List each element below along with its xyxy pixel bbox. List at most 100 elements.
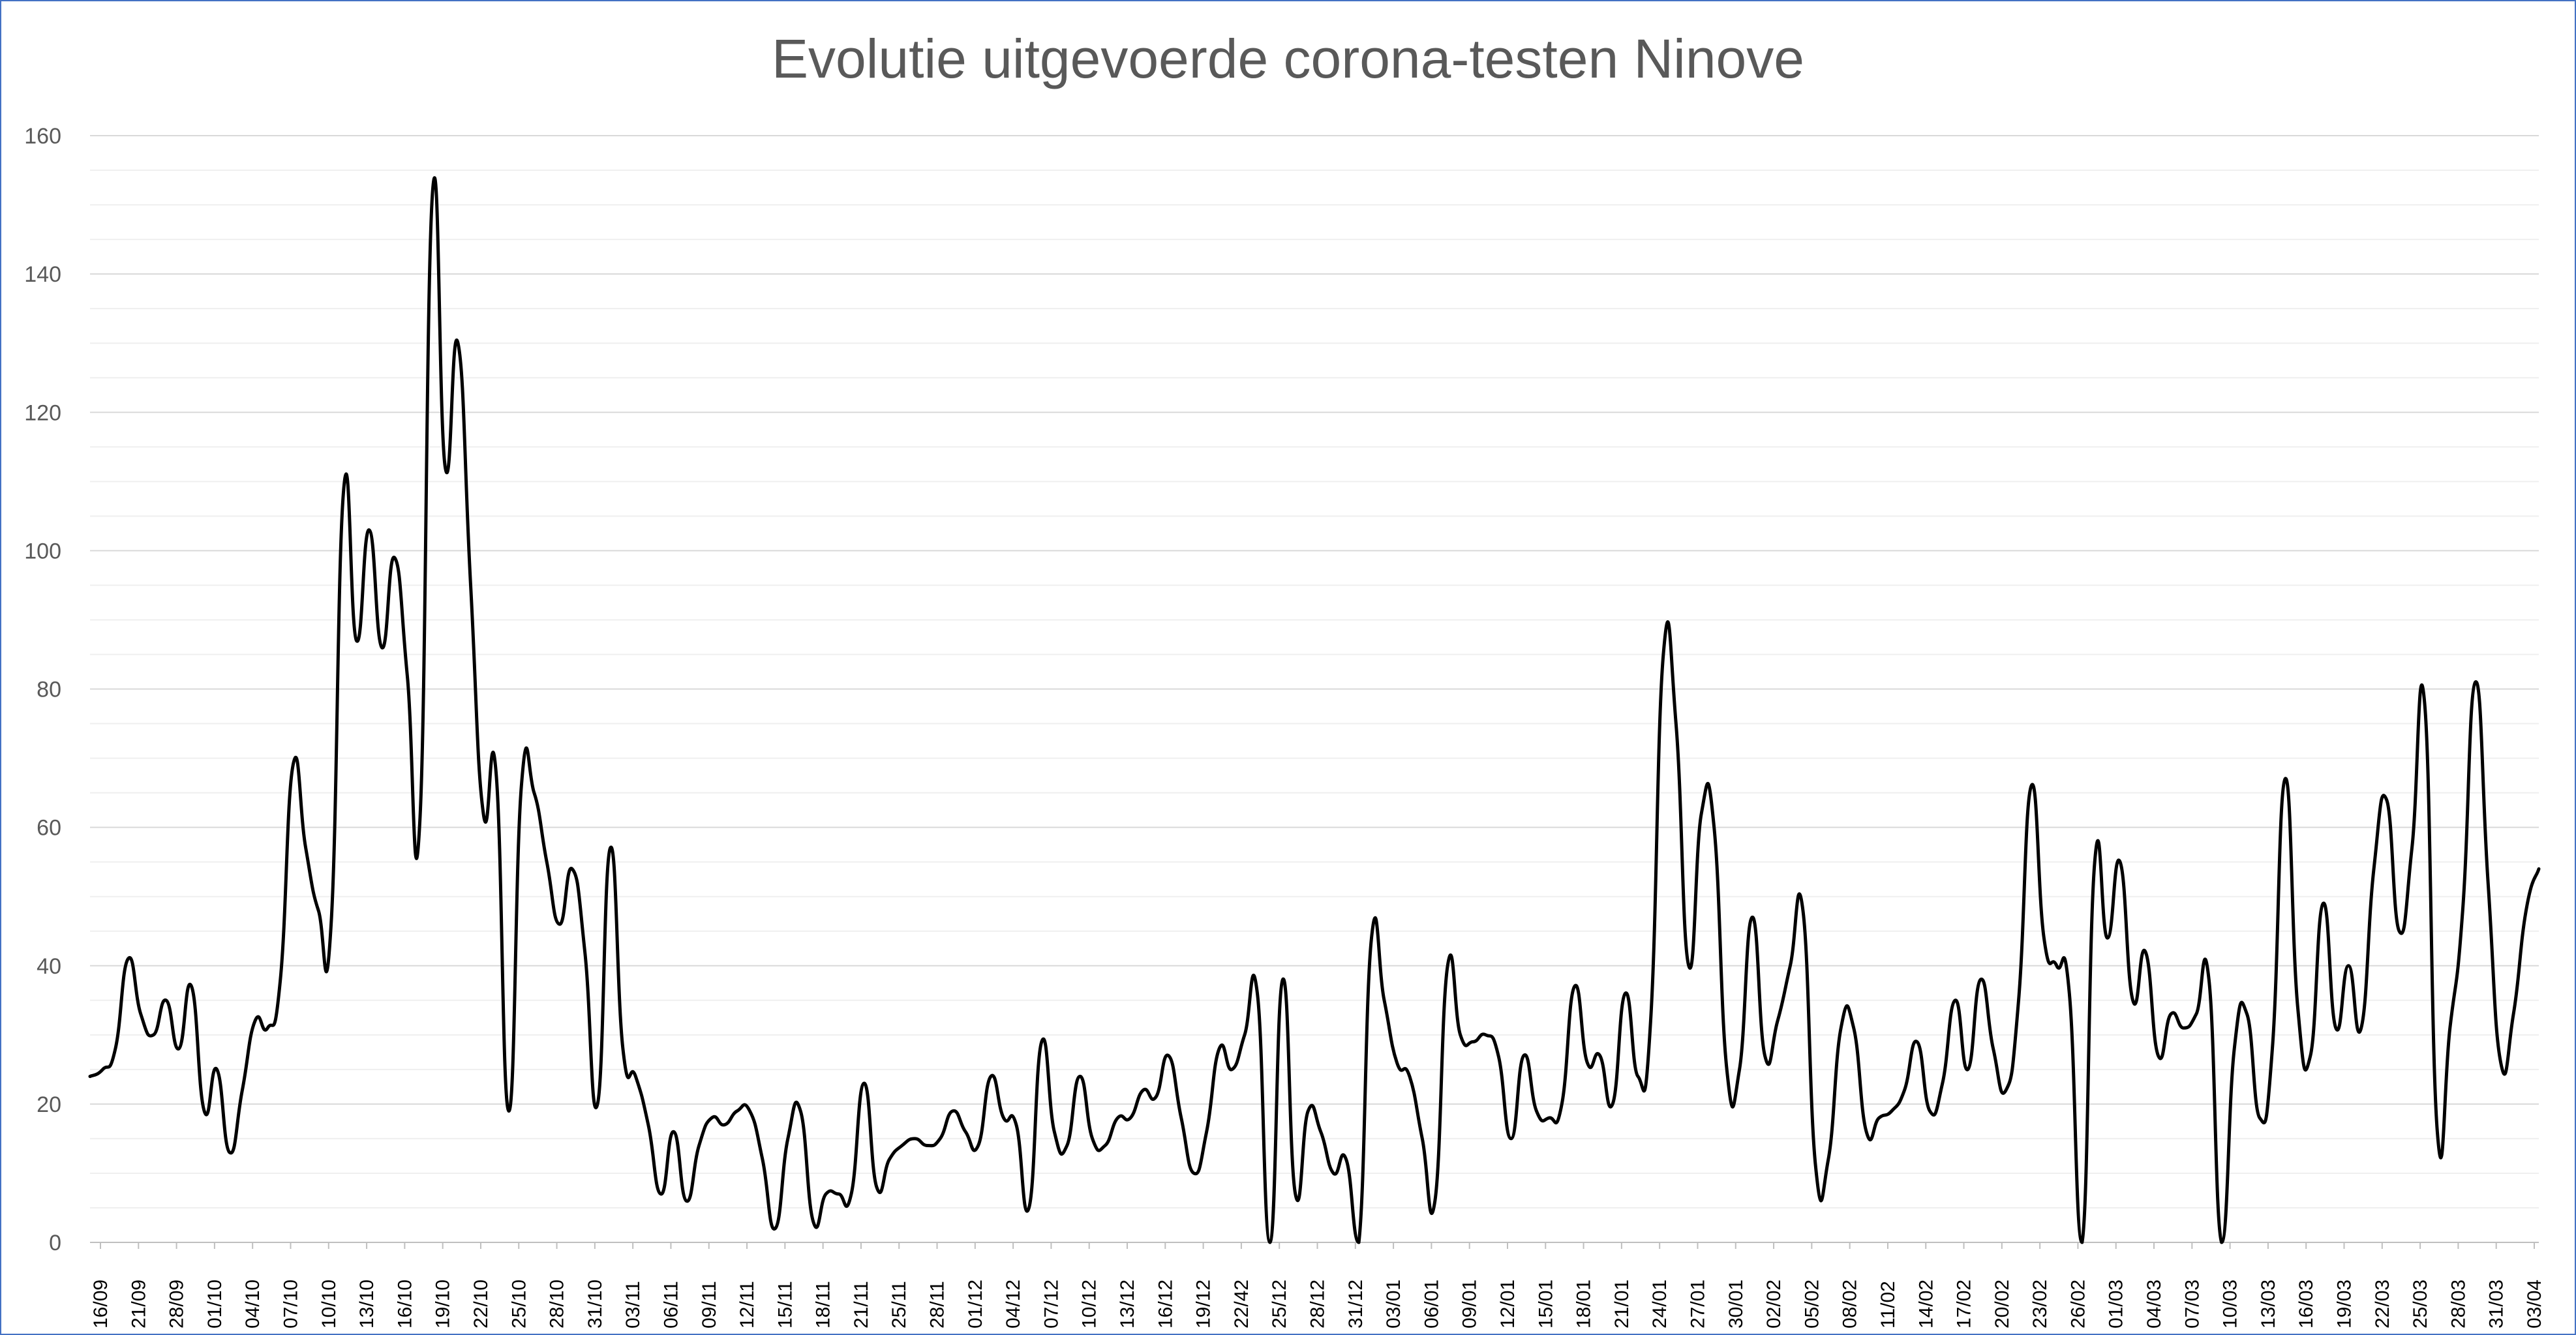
data-point	[1217, 1047, 1221, 1051]
data-point	[190, 985, 194, 989]
data-point	[1331, 1171, 1335, 1175]
data-point	[519, 784, 523, 788]
x-tick-label: 25/12	[1269, 1280, 1290, 1328]
data-point	[1459, 1033, 1462, 1037]
series-layer	[88, 176, 2541, 1244]
data-point	[761, 1158, 765, 1162]
data-point	[633, 1075, 637, 1079]
data-point	[2385, 798, 2389, 802]
data-point	[367, 528, 371, 532]
x-tick-label: 08/02	[1840, 1280, 1861, 1328]
data-point	[1040, 1040, 1044, 1043]
data-point	[1395, 1060, 1399, 1064]
data-point	[1471, 1040, 1475, 1043]
data-point	[1776, 1019, 1780, 1023]
x-tick-label: 14/02	[1915, 1280, 1937, 1328]
data-point	[1319, 1130, 1323, 1133]
data-point	[583, 950, 587, 954]
data-point	[862, 1081, 866, 1085]
data-point	[558, 922, 562, 926]
data-point	[1915, 1040, 1919, 1043]
data-point	[2271, 1047, 2275, 1051]
x-axis: 16/09 21/09 28/09 01/10 04/10 07/10 10/10 13/10…	[90, 1242, 2545, 1328]
data-point	[1103, 1144, 1107, 1148]
data-point	[1699, 811, 1703, 815]
data-point	[1877, 1116, 1881, 1120]
data-point	[2511, 1012, 2515, 1016]
data-point	[786, 1137, 790, 1141]
x-tick-label: 22/03	[2372, 1280, 2393, 1328]
x-tick-label: 15/11	[774, 1281, 796, 1328]
data-point	[469, 583, 473, 587]
data-point	[1725, 1068, 1729, 1072]
data-point	[1750, 916, 1754, 920]
data-point	[2144, 950, 2147, 954]
data-point	[1496, 1054, 1500, 1058]
gridlines	[90, 135, 2539, 1243]
data-point	[2181, 1026, 2185, 1030]
x-tick-label: 21/11	[851, 1281, 872, 1328]
x-tick-label: 07/12	[1040, 1280, 1062, 1328]
data-point	[723, 1123, 727, 1127]
data-point	[1839, 1026, 1843, 1030]
data-point	[1382, 998, 1386, 1002]
data-point	[811, 1220, 815, 1223]
x-tick-label: 22/42	[1231, 1280, 1252, 1328]
data-point	[405, 673, 409, 677]
data-point	[481, 811, 485, 815]
data-point	[2118, 860, 2122, 864]
data-point	[88, 1075, 92, 1079]
x-tick-label: 13/03	[2258, 1280, 2279, 1328]
data-point	[456, 341, 460, 345]
data-point	[2131, 998, 2135, 1002]
x-tick-label: 22/10	[470, 1280, 492, 1328]
data-point	[2042, 936, 2046, 940]
data-point	[1192, 1171, 1196, 1175]
data-point	[1078, 1075, 1082, 1079]
x-tick-label: 10/12	[1079, 1280, 1100, 1328]
x-tick-label: 30/01	[1725, 1280, 1747, 1328]
data-point	[1928, 1109, 1932, 1113]
data-point	[1890, 1109, 1894, 1113]
data-point	[2080, 1240, 2084, 1244]
data-point	[1116, 1116, 1120, 1120]
data-point	[2296, 1005, 2299, 1009]
data-point	[951, 1109, 955, 1113]
data-point	[887, 1158, 891, 1162]
x-tick-label: 06/01	[1421, 1280, 1442, 1328]
data-point	[1002, 1116, 1006, 1120]
data-point	[342, 487, 346, 490]
data-point	[253, 1019, 257, 1023]
data-point	[824, 1192, 828, 1196]
x-tick-label: 31/10	[584, 1280, 606, 1328]
x-tick-label: 09/11	[699, 1281, 720, 1328]
x-tick-label: 05/02	[1801, 1280, 1823, 1328]
x-tick-label: 28/03	[2447, 1280, 2469, 1328]
x-tick-label: 23/02	[2029, 1280, 2051, 1328]
data-point	[1864, 1130, 1868, 1133]
data-point	[1433, 1199, 1437, 1203]
data-point	[532, 791, 536, 795]
data-point	[938, 1137, 942, 1141]
data-point	[1027, 1206, 1031, 1210]
data-point	[2004, 1088, 2008, 1092]
data-point	[1344, 1158, 1348, 1162]
data-point	[977, 1144, 980, 1148]
data-point	[1903, 1088, 1907, 1092]
data-point	[1941, 1081, 1945, 1085]
data-point	[1953, 998, 1957, 1002]
x-tick-label: 28/10	[547, 1280, 568, 1328]
x-tick-label: 25/11	[888, 1281, 910, 1328]
x-tick-label: 04/10	[242, 1280, 264, 1328]
data-point	[2524, 908, 2528, 912]
data-point	[672, 1130, 676, 1133]
data-point	[418, 818, 422, 822]
data-point	[1154, 1095, 1158, 1099]
data-point	[913, 1137, 917, 1141]
x-tick-label: 03/04	[2524, 1280, 2545, 1328]
data-point	[1052, 1130, 1056, 1133]
x-tick-label: 01/12	[965, 1280, 986, 1328]
data-point	[1624, 991, 1628, 995]
data-point	[900, 1144, 904, 1148]
x-tick-label: 28/09	[166, 1280, 188, 1328]
